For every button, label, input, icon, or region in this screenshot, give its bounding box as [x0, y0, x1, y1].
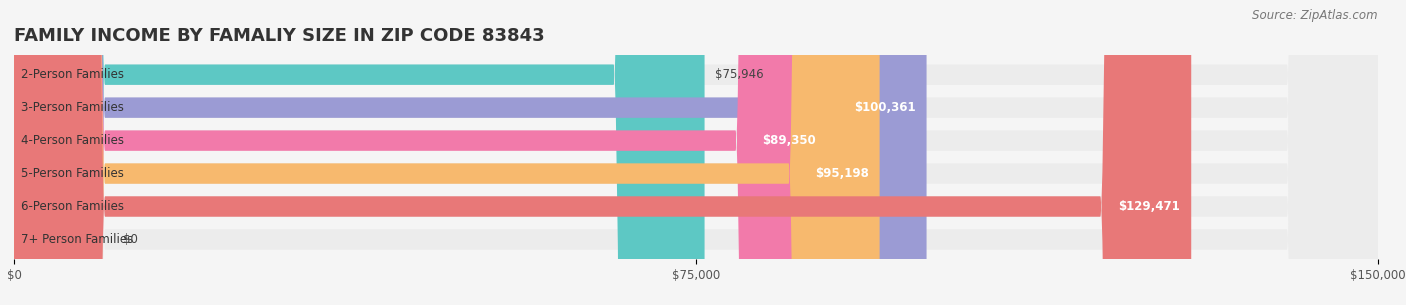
- FancyBboxPatch shape: [14, 0, 1191, 305]
- Text: 3-Person Families: 3-Person Families: [21, 101, 124, 114]
- FancyBboxPatch shape: [14, 0, 880, 305]
- Text: FAMILY INCOME BY FAMALIY SIZE IN ZIP CODE 83843: FAMILY INCOME BY FAMALIY SIZE IN ZIP COD…: [14, 27, 544, 45]
- FancyBboxPatch shape: [14, 0, 1378, 305]
- Text: $0: $0: [124, 233, 138, 246]
- Text: $129,471: $129,471: [1119, 200, 1180, 213]
- FancyBboxPatch shape: [14, 0, 1378, 305]
- Text: 2-Person Families: 2-Person Families: [21, 68, 124, 81]
- Text: $100,361: $100,361: [853, 101, 915, 114]
- FancyBboxPatch shape: [14, 0, 927, 305]
- Text: $89,350: $89,350: [762, 134, 815, 147]
- Text: Source: ZipAtlas.com: Source: ZipAtlas.com: [1253, 9, 1378, 22]
- Text: 4-Person Families: 4-Person Families: [21, 134, 124, 147]
- FancyBboxPatch shape: [14, 0, 704, 305]
- FancyBboxPatch shape: [14, 0, 1378, 305]
- FancyBboxPatch shape: [14, 0, 827, 305]
- Text: $95,198: $95,198: [815, 167, 869, 180]
- Text: $75,946: $75,946: [716, 68, 763, 81]
- FancyBboxPatch shape: [14, 0, 1378, 305]
- FancyBboxPatch shape: [14, 0, 1378, 305]
- FancyBboxPatch shape: [14, 0, 1378, 305]
- Text: 7+ Person Families: 7+ Person Families: [21, 233, 134, 246]
- Text: 5-Person Families: 5-Person Families: [21, 167, 124, 180]
- Text: 6-Person Families: 6-Person Families: [21, 200, 124, 213]
